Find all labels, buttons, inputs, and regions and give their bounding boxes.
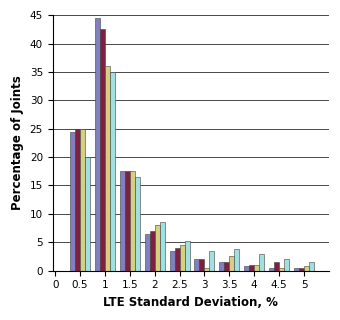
Bar [174,248,180,271]
Bar [185,241,189,271]
Y-axis label: Percentage of Joints: Percentage of Joints [11,76,24,210]
Bar [194,259,200,271]
Bar [259,253,264,271]
Bar [249,265,254,271]
Bar [85,157,90,271]
Bar [105,66,110,271]
Bar [110,72,115,271]
Bar [204,268,209,271]
Bar [180,245,185,271]
Bar [230,256,234,271]
Bar [170,251,174,271]
Bar [145,234,150,271]
Bar [274,262,279,271]
Bar [125,171,130,271]
Bar [209,251,215,271]
Bar [160,222,165,271]
Bar [95,18,100,271]
Bar [244,266,249,271]
X-axis label: LTE Standard Deviation, %: LTE Standard Deviation, % [103,296,278,309]
Bar [309,261,314,271]
Bar [130,171,135,271]
Bar [100,29,105,271]
Bar [279,268,284,271]
Bar [150,231,155,271]
Bar [284,259,289,271]
Bar [219,262,224,271]
Bar [200,259,204,271]
Bar [75,129,80,271]
Bar [269,268,274,271]
Bar [254,265,259,271]
Bar [155,225,160,271]
Bar [299,268,304,271]
Bar [224,262,230,271]
Bar [135,177,140,271]
Bar [120,171,125,271]
Bar [304,266,309,271]
Bar [234,249,239,271]
Bar [294,268,299,271]
Bar [80,129,85,271]
Bar [70,132,75,271]
